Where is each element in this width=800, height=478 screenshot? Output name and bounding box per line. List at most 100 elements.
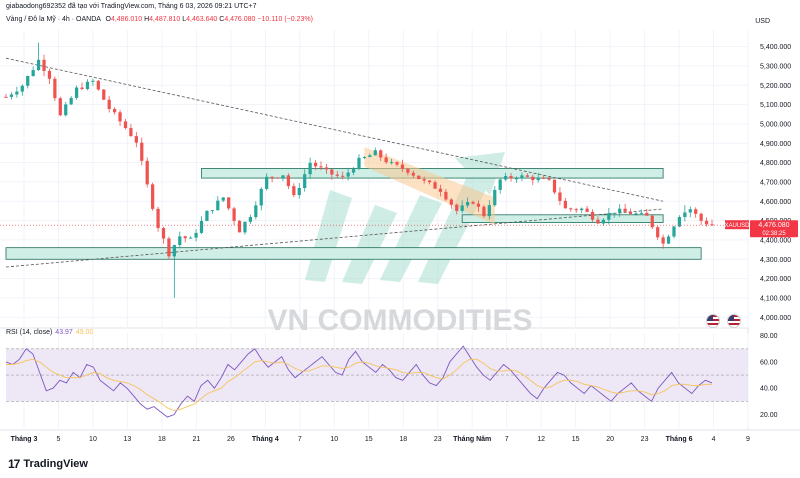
candle-body — [607, 213, 611, 220]
candle-body — [612, 212, 616, 214]
candle-body — [433, 182, 437, 189]
candle-body — [498, 179, 502, 190]
candle-body — [504, 176, 508, 180]
rsi-label: RSI (14, close) — [6, 329, 53, 336]
candle-body — [639, 212, 644, 214]
time-tick-label: Tháng 3 — [11, 436, 38, 443]
usd-flag-icon[interactable] — [727, 314, 741, 328]
candle-body — [292, 186, 296, 196]
candle-body — [650, 215, 654, 228]
candle-body — [389, 162, 394, 164]
candle-body — [569, 208, 573, 210]
candle-body — [465, 201, 470, 206]
attribution-text: giabaodong692352 đã tạo với TradingView.… — [6, 3, 257, 10]
tradingview-brand[interactable]: 17 TradingView — [8, 457, 88, 471]
candle-body — [259, 188, 263, 206]
candle-body — [270, 176, 274, 178]
candle-body — [167, 238, 171, 257]
candle-body — [645, 212, 649, 216]
price-tick-label: 4,600.000 — [760, 199, 791, 206]
time-tick-label: 10 — [89, 436, 97, 443]
close-value: 4,476.080 — [224, 16, 256, 23]
price-tick-label: 4,300.000 — [760, 257, 791, 264]
symbol-tag-text: XAUUSD — [724, 223, 750, 229]
candle-body — [379, 150, 383, 158]
candle-body — [460, 205, 464, 211]
time-tick-label: 9 — [746, 436, 750, 443]
rsi-value: 43.97 — [55, 329, 73, 336]
high-label: H — [144, 16, 150, 23]
candle-body — [574, 209, 578, 211]
candle-body — [514, 178, 519, 180]
candle-body — [53, 78, 57, 99]
symbol-name: Vàng / Đô la Mỹ · 4h · OANDA — [6, 16, 101, 23]
price-tick-label: 4,200.000 — [760, 276, 791, 283]
candle-body — [330, 169, 334, 175]
candle-body — [699, 213, 703, 221]
time-tick-label: Tháng 4 — [252, 436, 279, 443]
support-resistance-zone — [461, 214, 664, 223]
candle-body — [373, 150, 377, 156]
high-value: 4,487.810 — [149, 16, 181, 23]
candle-body — [476, 203, 481, 207]
rsi-line — [5, 345, 713, 418]
price-tick-label: 4,900.000 — [760, 141, 791, 148]
candle-body — [20, 85, 24, 92]
candle-body — [189, 237, 193, 239]
candle-body — [542, 177, 546, 179]
candle-body — [26, 75, 30, 86]
candle-body — [444, 191, 448, 200]
usd-flag-icon[interactable] — [706, 314, 720, 328]
price-tick-label: 4,400.000 — [760, 237, 791, 244]
candle-body — [275, 177, 280, 179]
candle-body — [509, 176, 513, 179]
candle-body — [281, 175, 285, 178]
time-tick-label: 20 — [606, 436, 614, 443]
currency-label: USD — [755, 18, 770, 25]
candle-body — [487, 205, 491, 217]
price-tick-label: 5,200.000 — [760, 83, 791, 90]
rsi-legend[interactable]: RSI (14, close) 43.97 49.00 — [6, 329, 93, 336]
candle-body — [628, 211, 633, 214]
candle-body — [704, 220, 709, 225]
candle-body — [221, 197, 225, 201]
close-label: C — [219, 16, 225, 23]
time-tick-label: 21 — [192, 436, 200, 443]
candle-body — [666, 236, 671, 244]
candle-body — [248, 217, 253, 222]
candle-body — [243, 221, 247, 233]
change-value: −10.110 (−0.23%) — [257, 16, 313, 23]
candle-body — [145, 160, 149, 185]
price-tag-countdown: 02:38:25 — [762, 231, 786, 237]
candle-body — [357, 157, 361, 170]
watermark-bar-icon — [342, 205, 397, 284]
price-tick-label: 4,100.000 — [760, 295, 791, 302]
candle-body — [552, 179, 557, 193]
candle-body — [172, 245, 176, 257]
candle-body — [58, 98, 62, 116]
candle-body — [112, 108, 117, 113]
candle-body — [324, 167, 329, 170]
candle-body — [297, 188, 301, 196]
candle-body — [525, 175, 529, 177]
candle-body — [64, 104, 68, 116]
rsi-tick-label: 20.00 — [760, 412, 778, 419]
candle-body — [286, 175, 291, 187]
time-tick-label: 23 — [434, 436, 442, 443]
support-resistance-zone — [5, 247, 702, 260]
candle-body — [618, 208, 622, 213]
watermark-text: VN COMMODITIES — [267, 304, 532, 337]
candle-body — [580, 208, 584, 211]
candle-body — [47, 70, 52, 79]
candle-body — [123, 121, 128, 129]
candle-body — [536, 177, 540, 181]
price-tick-label: 5,300.000 — [760, 63, 791, 70]
time-tick-label: 18 — [399, 436, 407, 443]
candle-body — [558, 192, 562, 201]
candle-body — [140, 142, 144, 161]
candle-body — [471, 201, 475, 204]
candle-body — [601, 219, 606, 224]
symbol-legend[interactable]: Vàng / Đô la Mỹ · 4h · OANDA O4,486.010 … — [6, 16, 313, 23]
candle-body — [400, 164, 405, 169]
